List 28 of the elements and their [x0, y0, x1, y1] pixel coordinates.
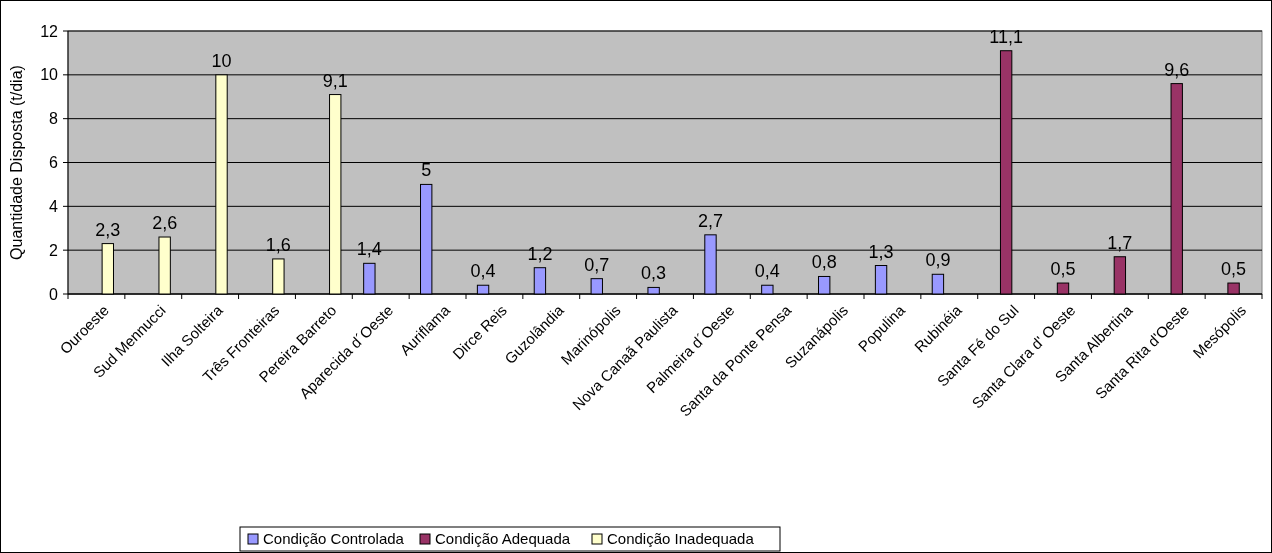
legend-label: Condição Inadequada — [607, 530, 755, 548]
data-label: 0,9 — [925, 250, 951, 271]
y-axis-title: Quantidade Disposta (t/dia) — [8, 65, 25, 260]
data-label: 9,1 — [322, 70, 348, 91]
data-label: 2,7 — [697, 210, 723, 231]
data-label: 1,6 — [265, 234, 291, 255]
legend-label: Condição Adequada — [435, 530, 571, 548]
data-label: 2,6 — [152, 213, 178, 234]
data-label: 5 — [421, 160, 432, 181]
data-label: 0,5 — [1050, 259, 1076, 280]
y-tick-label: 6 — [49, 154, 59, 172]
data-label: 0,7 — [584, 254, 610, 275]
y-tick-label: 12 — [40, 22, 59, 40]
data-label: 0,4 — [470, 261, 496, 282]
legend-label: Condição Controlada — [263, 530, 405, 548]
data-label: 11,1 — [989, 26, 1023, 47]
data-label: 10 — [211, 50, 232, 71]
data-label: 0,4 — [754, 261, 780, 282]
y-tick-label: 2 — [49, 241, 59, 259]
y-tick-label: 8 — [49, 110, 59, 128]
data-label: 1,7 — [1107, 232, 1133, 253]
data-label: 2,3 — [95, 219, 121, 240]
y-tick-label: 10 — [40, 66, 59, 84]
data-label: 0,8 — [811, 252, 837, 273]
y-tick-label: 0 — [49, 285, 59, 303]
data-label: 0,3 — [641, 263, 667, 284]
data-label: 0,5 — [1221, 259, 1247, 280]
y-tick-label: 4 — [49, 197, 59, 215]
